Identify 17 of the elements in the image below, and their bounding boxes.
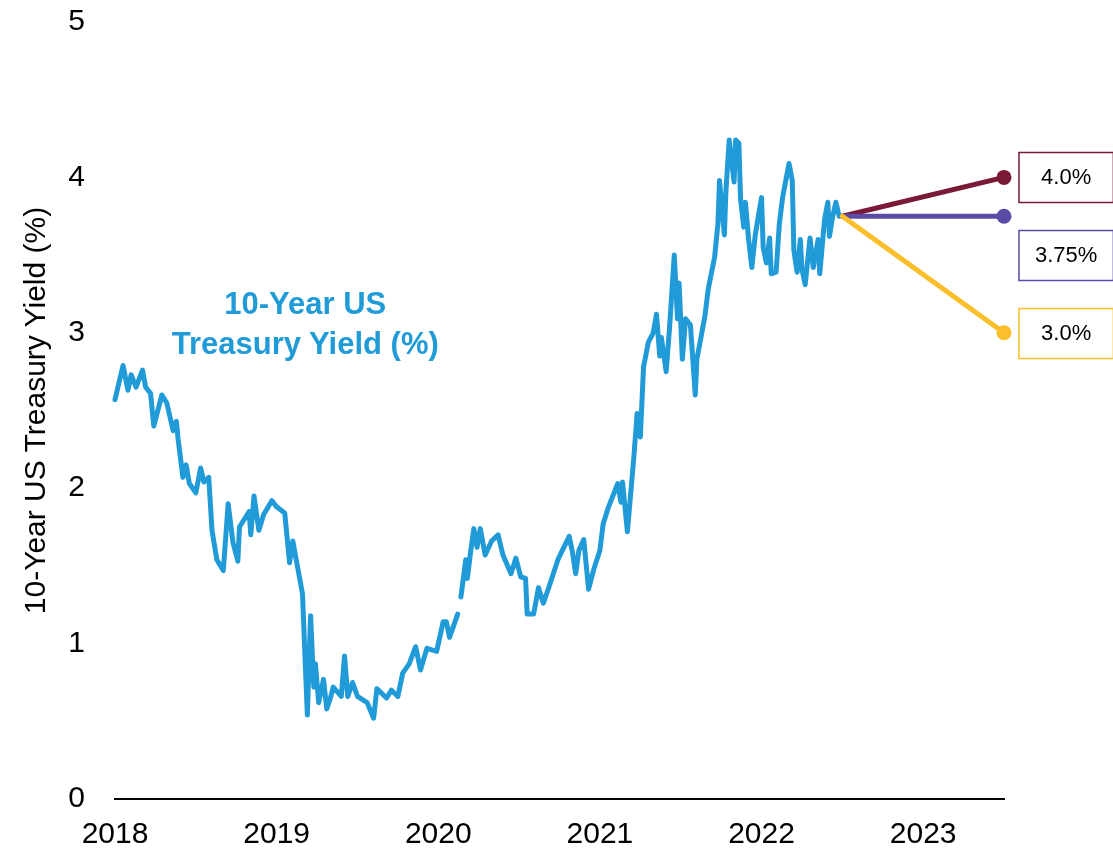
x-tick-label: 2018 xyxy=(81,816,149,850)
y-tick-label: 2 xyxy=(68,469,85,503)
y-tick-label: 1 xyxy=(68,624,85,658)
data-label: 3.75% xyxy=(1034,242,1098,268)
data-label: 3.0% xyxy=(1041,320,1092,346)
y-tick-label: 5 xyxy=(68,3,85,37)
x-tick-label: 2021 xyxy=(566,816,634,850)
series-label: 10-Year US Treasury Yield (%) xyxy=(171,285,439,361)
y-tick-label: 4 xyxy=(68,158,85,192)
x-tick-label: 2023 xyxy=(889,816,957,850)
x-tick-label: 2022 xyxy=(728,816,795,850)
x-tick-label: 2020 xyxy=(404,816,472,850)
y-axis-title: 10-Year US Treasury Yield (%) xyxy=(18,206,52,615)
y-tick-label: 3 xyxy=(68,314,85,348)
x-tick-label: 2019 xyxy=(243,816,311,850)
data-label: 4.0% xyxy=(1041,164,1092,190)
y-tick-label: 0 xyxy=(68,780,85,814)
